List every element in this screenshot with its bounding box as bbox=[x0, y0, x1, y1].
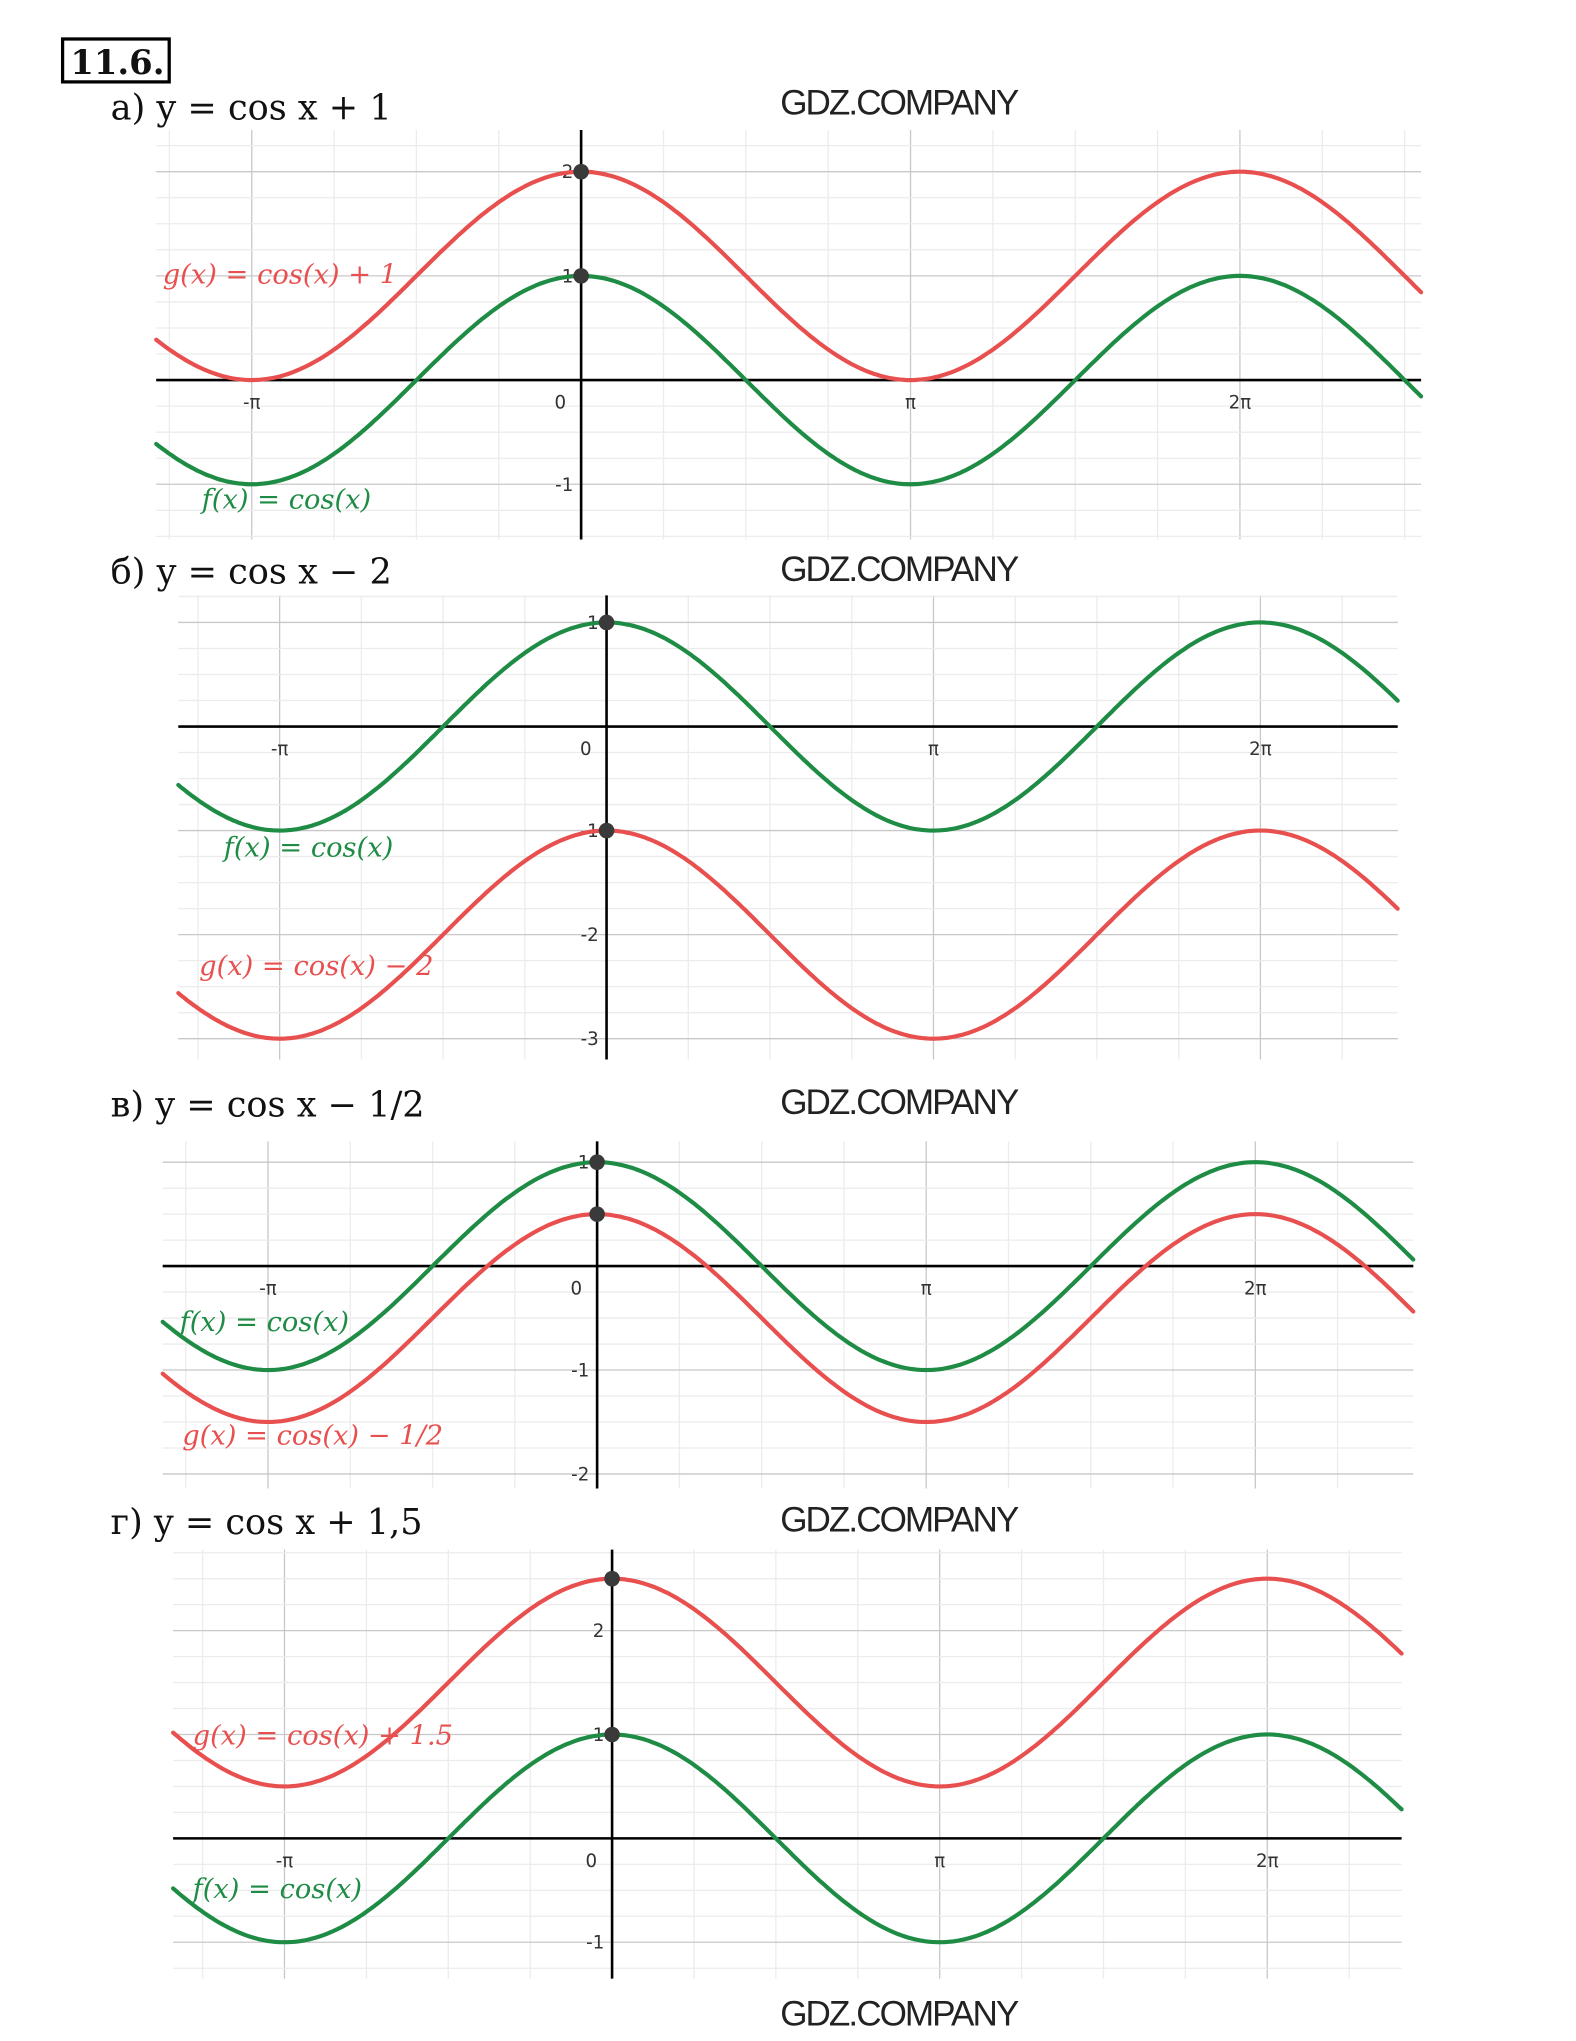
grid bbox=[156, 130, 1422, 540]
data-point bbox=[598, 614, 615, 631]
x-tick-label: -π bbox=[243, 393, 261, 414]
x-tick-label: -π bbox=[276, 1851, 294, 1872]
series-g-line bbox=[154, 169, 1424, 383]
watermarks: GDZ.COMPANY GDZ.COMPANY GDZ.COMPANY GDZ.COM… bbox=[780, 83, 1021, 2033]
chart-title: б) y = cos x − 2 bbox=[111, 552, 392, 593]
y-tick-label: -3 bbox=[581, 1029, 599, 1050]
series-g-line bbox=[171, 1576, 1404, 1789]
exercise-number-box: 11.6. bbox=[60, 37, 171, 84]
x-tick-label: 2π bbox=[1244, 1279, 1267, 1300]
y-tick-label: -2 bbox=[581, 925, 599, 946]
data-point bbox=[604, 1570, 620, 1587]
x-tick-label: π bbox=[905, 393, 916, 414]
chart-title: а) y = cos x + 1 bbox=[111, 88, 392, 129]
data-point bbox=[573, 268, 589, 284]
series-g-line bbox=[160, 1212, 1416, 1425]
series-f-line bbox=[176, 620, 1400, 833]
chart-title: г) y = cos x + 1,5 bbox=[111, 1502, 423, 1543]
series-f-line bbox=[160, 1160, 1416, 1373]
chart-3: в) y = cos x − 1/2-π 0 π 2π1-1-2f(x) = cos(… bbox=[111, 1085, 1416, 1489]
x-tick-label: 0 bbox=[571, 1279, 583, 1300]
data-point bbox=[589, 1206, 605, 1222]
data-point bbox=[598, 822, 615, 839]
data-point bbox=[604, 1726, 620, 1743]
legend-f: f(x) = cos(x) bbox=[178, 1307, 349, 1338]
exercise-number: 11.6. bbox=[70, 42, 164, 82]
chart-title: в) y = cos x − 1/2 bbox=[111, 1085, 425, 1126]
watermark: GDZ.COMPANY bbox=[780, 550, 1019, 589]
x-tick-label: 2π bbox=[1256, 1851, 1279, 1872]
x-tick-label: -π bbox=[259, 1279, 277, 1300]
x-tick-label: 0 bbox=[555, 393, 567, 414]
legend-f: f(x) = cos(x) bbox=[200, 484, 371, 515]
grid bbox=[178, 595, 1398, 1060]
x-tick-label: π bbox=[934, 1851, 945, 1872]
exercise-number-frame bbox=[60, 37, 171, 84]
x-tick-label: 0 bbox=[585, 1851, 597, 1872]
y-tick-label: 2 bbox=[593, 1621, 605, 1642]
series-g-line bbox=[176, 828, 1400, 1041]
legend-g: g(x) = cos(x) − 2 bbox=[199, 951, 433, 982]
y-tick-label: -2 bbox=[571, 1464, 589, 1485]
series-f-line bbox=[154, 273, 1424, 487]
x-tick-label: π bbox=[928, 739, 939, 760]
chart-2: б) y = cos x − 2-π 0 π 2π1-1-2-3f(x) = cos(… bbox=[111, 552, 1400, 1060]
x-tick-label: 2π bbox=[1249, 739, 1272, 760]
x-tick-label: 2π bbox=[1229, 393, 1252, 414]
data-point bbox=[589, 1154, 605, 1170]
x-tick-label: π bbox=[921, 1279, 932, 1300]
y-tick-label: -1 bbox=[555, 475, 573, 496]
legend-g: g(x) = cos(x) − 1/2 bbox=[182, 1420, 443, 1451]
x-tick-label: -π bbox=[271, 739, 289, 760]
legend-g: g(x) = cos(x) + 1 bbox=[163, 259, 397, 290]
y-tick-label: -1 bbox=[571, 1361, 589, 1382]
watermark: GDZ.COMPANY bbox=[780, 1500, 1019, 1539]
legend-f: f(x) = cos(x) bbox=[222, 833, 393, 864]
series-f-line bbox=[171, 1732, 1404, 1945]
watermark: GDZ.COMPANY bbox=[780, 1083, 1019, 1122]
x-tick-label: 0 bbox=[580, 739, 592, 760]
watermark: GDZ.COMPANY bbox=[780, 83, 1019, 122]
data-point bbox=[573, 163, 589, 180]
legend-g: g(x) = cos(x) + 1.5 bbox=[193, 1721, 453, 1752]
grid bbox=[173, 1549, 1402, 1979]
legend-f: f(x) = cos(x) bbox=[191, 1874, 362, 1905]
y-tick-label: -1 bbox=[586, 1933, 604, 1954]
watermark: GDZ.COMPANY bbox=[780, 1994, 1019, 2033]
